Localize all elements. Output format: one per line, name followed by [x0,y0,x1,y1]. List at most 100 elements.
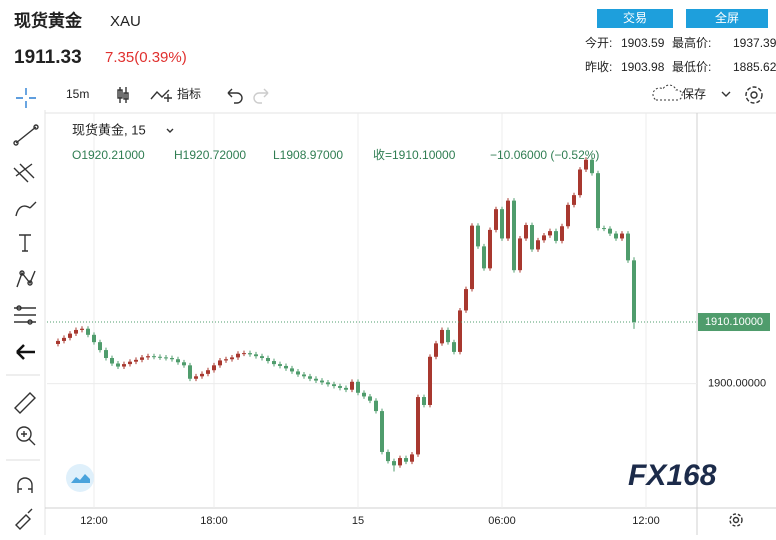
candle-body [368,396,372,401]
candle-body [518,238,522,271]
candle-body [56,340,60,344]
candle-body [356,381,360,393]
candle-body [488,229,492,269]
candle-body [242,353,246,355]
candle-body [80,328,84,330]
price-change: 7.35(0.39%) [105,49,187,66]
fullscreen-button[interactable] [686,9,768,28]
candle-body [554,231,558,241]
price: 1911.33 [14,47,82,68]
candle-body [620,233,624,239]
drawing-tools[interactable] [13,124,39,325]
legend-menu[interactable] [166,128,174,133]
candle-body [62,337,66,341]
legend-high: H1920.72000 [174,148,246,162]
candle-body [422,397,426,405]
x-tick-label: 06:00 [488,515,516,527]
candle-type[interactable] [117,87,129,103]
candle-body [404,458,408,462]
save-menu[interactable] [721,91,731,97]
candle-body [248,353,252,355]
candle-body [104,350,108,359]
candle-body [440,329,444,344]
undo[interactable] [227,88,243,104]
candle-body [626,233,630,261]
legend-close: 收=1910.10000 [373,148,456,162]
candle-body [152,356,156,358]
legend-title: 现货黄金, 15 [72,122,146,137]
candle-body [116,363,120,367]
candle-body [524,225,528,239]
candle-body [278,364,282,366]
candle-body [500,209,504,239]
indicator-icon[interactable] [150,89,172,102]
candle-body [308,376,312,379]
candle-body [74,329,78,334]
stat-label: 昨收: [585,60,612,74]
candle-body [578,169,582,196]
candle-body [266,358,270,362]
candle-body [206,370,210,374]
candle-body [464,289,468,311]
cloud-glyph [71,474,90,483]
candle-body [452,342,456,352]
candle-body [296,371,300,375]
collapse[interactable] [16,344,35,360]
candle-body [512,200,516,271]
symbol: XAU [110,13,141,30]
candle-body [446,329,450,343]
stat-label: 最高价: [672,35,711,50]
candle-body [416,397,420,455]
candle-body [146,356,150,358]
candle-body [86,328,90,335]
candle-body [548,231,552,236]
candle-body [362,392,366,397]
candle-body [506,200,510,239]
candle-body [314,378,318,381]
chart: 1900.00000 12:00 18:00 15 06:00 12:00 1910.100… [47,113,770,527]
candle-body [326,382,330,385]
trade-label[interactable]: 交易 [623,10,647,25]
redo[interactable] [253,88,269,104]
fullscreen-label[interactable]: 全屏 [715,10,739,25]
candle-body [230,357,234,360]
candle-body [224,359,228,361]
candle-body [434,343,438,357]
measure-tools[interactable] [14,392,36,446]
candle-body [260,356,264,359]
candle-body [182,362,186,366]
candle-body [476,225,480,247]
candle-body [140,357,144,360]
candle-body [236,353,240,358]
candle-body [482,246,486,269]
magnet-lock[interactable] [15,477,33,530]
cloud-icon[interactable] [652,84,683,101]
candle-body [164,357,168,359]
crosshair-tool[interactable] [16,88,36,108]
candle-body [602,228,606,230]
interval[interactable]: 15m [66,87,89,101]
x-tick-label: 12:00 [632,515,660,527]
cloud-button[interactable] [66,464,94,492]
candle-body [200,373,204,377]
candle-body [272,361,276,365]
candle-body [596,173,600,229]
x-tick-label: 18:00 [200,515,228,527]
candle-body [608,228,612,234]
settings[interactable] [745,86,763,104]
axis-settings[interactable] [729,513,743,527]
save[interactable]: 保存 [682,87,706,101]
candle-body [458,310,462,352]
trade-button[interactable] [597,9,673,28]
legend-low: L1908.97000 [273,148,343,162]
candle-body [536,240,540,250]
indicators[interactable]: 指标 [177,86,201,101]
candle-body [302,374,306,377]
candle-body [392,461,396,466]
candle-body [158,356,162,358]
candle-body [350,381,354,390]
candle-body [530,225,534,250]
candle-body [338,386,342,388]
candle-body [374,400,378,412]
candle-body [110,358,114,364]
